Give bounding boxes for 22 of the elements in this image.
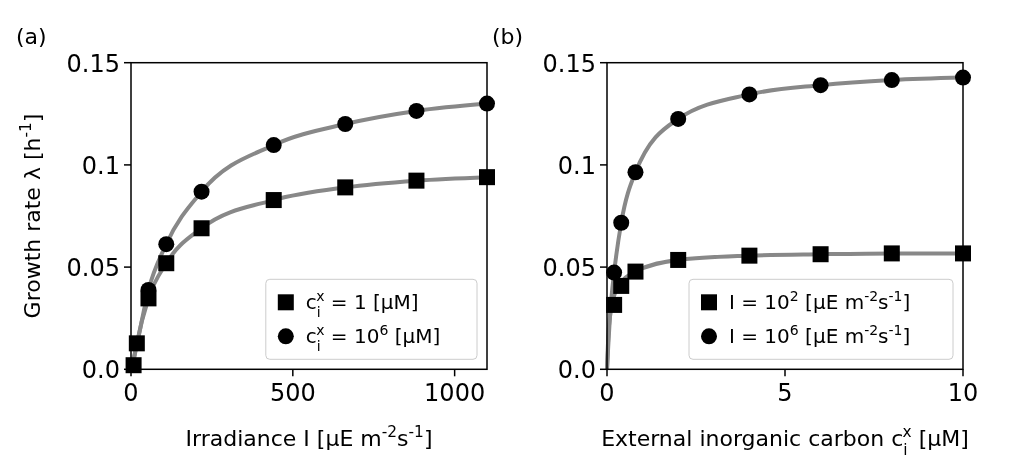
y-tick-label: 0.05 [542,254,596,283]
x-tick-label: 1000 [424,379,486,408]
legend-label: c$_{i}$$^{x}$ = 1 [μM] [305,288,419,321]
y-tick-label: 0.1 [557,151,596,180]
legend-label: I = 10$^{6}$ [μE m$^{-2}$s$^{-1}$] [729,322,911,349]
y-tick-label: 0.0 [557,356,596,385]
y-tick-label: 0.0 [81,356,120,385]
x-axis-title: Irradiance I [μE m$^{-2}$s$^{-1}$] [185,423,433,451]
legend-label: c$_{i}$$^{x}$ = 10$^{6}$ [μM] [305,322,441,355]
y-tick-label: 0.15 [542,49,596,78]
y-tick-label: 0.05 [66,254,120,283]
chart-title: (b) [492,24,524,49]
y-tick-label: 0.15 [66,49,120,78]
x-tick-label: 5 [777,379,793,408]
x-tick-label: 0 [599,379,615,408]
x-axis-title: External inorganic carbon c$_{i}$$^{x}$ [μM] [601,423,969,457]
y-tick-label: 0.1 [81,151,120,180]
legend-label: I = 10$^{2}$ [μE m$^{-2}$s$^{-1}$] [729,288,911,315]
x-tick-label: 500 [269,379,316,408]
x-tick-label: 0 [123,379,139,408]
chart-title: (a) [16,24,47,49]
x-tick-label: 10 [947,379,979,408]
